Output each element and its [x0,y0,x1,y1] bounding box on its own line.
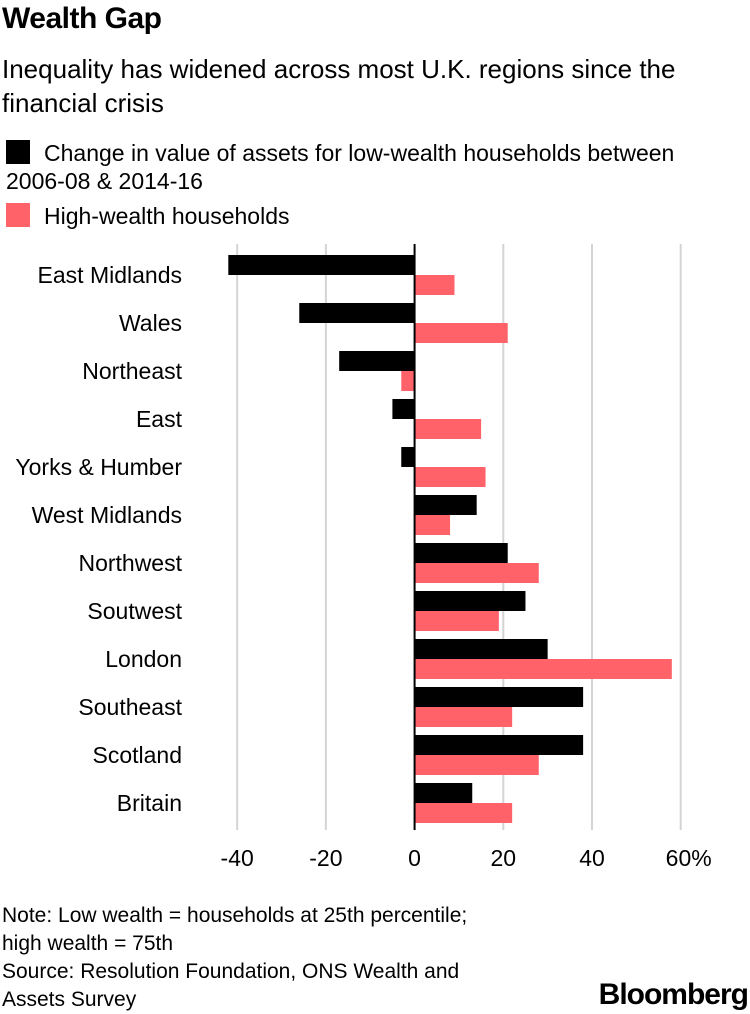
x-tick-label-1: -20 [309,845,342,871]
x-tick-label-2: 0 [408,845,421,871]
bar-high-4 [414,467,486,487]
category-label-3: East [136,406,183,432]
x-tick-label-0: -40 [221,845,254,871]
bar-high-7 [414,611,499,631]
legend-item-high-wealth: High-wealth households [6,202,290,230]
category-label-2: Northeast [82,358,182,384]
bar-low-3 [392,399,415,419]
chart-subtitle: Inequality has widened across most U.K. … [2,54,676,118]
category-label-6: Northwest [78,550,182,576]
category-label-8: London [105,646,182,672]
bar-low-10 [414,735,584,755]
legend-item-low-wealth: Change in value of assets for low-wealth… [6,139,706,195]
footer-notes: Note: Low wealth = households at 25th pe… [2,902,562,1014]
category-label-10: Scotland [92,742,182,768]
x-tick-label-3: 20 [490,845,516,871]
bar-high-8 [414,659,672,679]
source-line-2: Assets Survey [2,988,137,1011]
bar-high-5 [414,515,451,535]
bar-low-2 [339,351,415,371]
bar-high-11 [414,803,513,823]
category-label-1: Wales [119,310,182,336]
bar-low-7 [414,591,526,611]
bar-low-5 [414,495,477,515]
legend-swatch-high-wealth [6,203,30,227]
note-line-1: Note: Low wealth = households at 25th pe… [2,904,468,927]
legend-label-low-wealth: Change in value of assets for low-wealth… [6,140,675,194]
bar-chart: East Midlands Wales Northeast East Yorks & H… [15,244,712,871]
legend-swatch-low-wealth [6,140,30,164]
note-line-2: high wealth = 75th [2,932,174,955]
bar-low-9 [414,687,584,707]
bar-high-9 [414,707,513,727]
bar-low-8 [414,639,548,659]
category-label-5: West Midlands [32,502,182,528]
category-label-7: Soutwest [87,598,182,624]
category-label-9: Southeast [78,694,182,720]
bar-high-1 [414,323,508,343]
bar-low-1 [299,303,415,323]
x-tick-label-5: 60% [666,845,712,871]
category-label-11: Britain [117,790,182,816]
bar-low-0 [228,255,415,275]
x-tick-label-4: 40 [579,845,605,871]
category-label-0: East Midlands [38,262,182,288]
bar-low-11 [414,783,473,803]
bar-low-4 [401,447,415,467]
chart-title: Wealth Gap [2,2,162,35]
legend-label-high-wealth: High-wealth households [44,203,290,229]
bar-high-0 [414,275,455,295]
category-label-4: Yorks & Humber [15,454,182,480]
bar-high-2 [401,371,415,391]
bar-high-10 [414,755,539,775]
source-line-1: Source: Resolution Foundation, ONS Wealt… [2,960,460,983]
bar-high-3 [414,419,482,439]
bar-high-6 [414,563,539,583]
bar-low-6 [414,543,508,563]
bloomberg-logo: Bloomberg [598,978,749,1011]
